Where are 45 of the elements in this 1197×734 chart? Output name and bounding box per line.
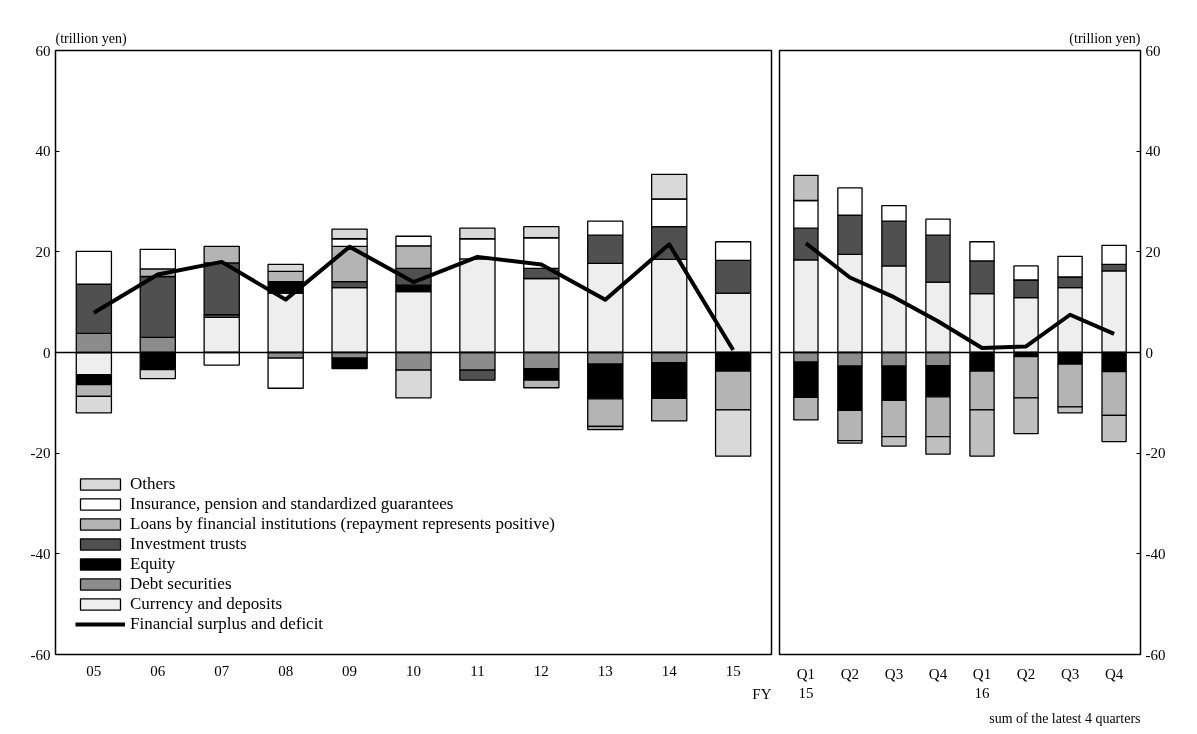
y2-tick-label: 0 [1145, 344, 1153, 361]
legend-label: Currency and deposits [130, 594, 283, 614]
legend-label: Equity [130, 554, 176, 574]
legend-label: Insurance, pension and standardized guarantees [130, 494, 454, 514]
x-tick-label: Q3 [884, 665, 904, 682]
legend-label: Debt securities [130, 574, 232, 594]
legend-label: Loans by financial institutions (repayment represents positive) [130, 514, 555, 534]
x-tick-label: Q2 [840, 665, 860, 682]
x-tick-label: Q4 [928, 665, 948, 682]
x-tick-label: Q2 [1016, 665, 1036, 682]
y-tick-label: 40 [35, 143, 51, 160]
x-tick-label: 15 [725, 662, 741, 679]
y-axis-title: (trillion yen) [1069, 30, 1141, 47]
x-tick-label: Q3 [1060, 665, 1080, 682]
x-tick-label: Q4 [1104, 665, 1124, 682]
x-tick-label: 05 [86, 662, 102, 679]
y2-tick-label: 40 [1145, 143, 1161, 160]
x-tick-label: 10 [406, 662, 421, 679]
x-tick-label: 06 [150, 662, 166, 679]
legend-label: Investment trusts [130, 534, 247, 554]
y2-tick-label: 20 [1145, 243, 1161, 260]
y2-tick-label: -20 [1145, 445, 1166, 462]
y-tick-label: 60 [35, 42, 51, 59]
text: sum of the latest 4 quarters [989, 710, 1141, 726]
x-tick-label: Q1 15 [796, 665, 816, 701]
x-tick-label: 11 [470, 662, 485, 679]
y-tick-label: 0 [43, 344, 51, 361]
x-tick-label: 14 [661, 662, 678, 679]
x-tick-label: 08 [278, 662, 294, 679]
x-tick-label: 07 [214, 662, 230, 679]
legend-label: Others [130, 474, 176, 494]
x-tick-label: 09 [342, 662, 358, 679]
x-tick-label: 12 [533, 662, 549, 679]
y-tick-label: 20 [35, 243, 51, 260]
y-tick-label: -60 [30, 646, 51, 663]
y-tick-label: -40 [30, 545, 51, 562]
y2-tick-label: -40 [1145, 545, 1166, 562]
y2-tick-label: -60 [1145, 646, 1166, 663]
y-axis-title: (trillion yen) [55, 30, 127, 47]
x-axis-title: FY [752, 685, 772, 702]
legend-label: Financial surplus and deficit [130, 614, 324, 634]
y2-tick-label: 60 [1145, 42, 1161, 59]
x-tick-label: 13 [597, 662, 613, 679]
x-tick-label: Q1 16 [972, 665, 992, 701]
y-tick-label: -20 [30, 445, 51, 462]
